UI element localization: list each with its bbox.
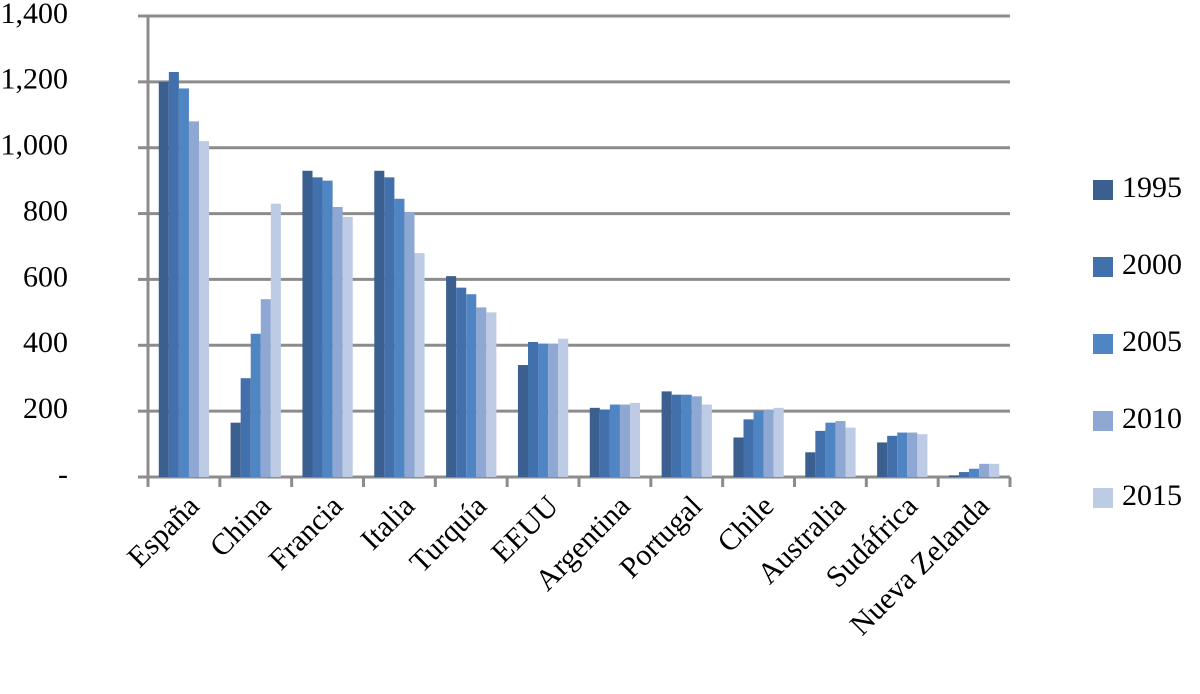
y-tick-label: -	[58, 458, 68, 491]
bar	[825, 422, 836, 477]
bar	[158, 81, 169, 477]
bar	[230, 422, 241, 477]
bar	[199, 141, 210, 477]
bar	[630, 402, 641, 477]
bar	[486, 312, 497, 477]
bar	[466, 294, 477, 477]
bar	[517, 365, 528, 477]
bar	[302, 170, 313, 477]
y-tick-label: 600	[23, 260, 68, 293]
y-tick-label: 800	[23, 194, 68, 227]
bar	[661, 391, 672, 477]
bar	[907, 432, 918, 477]
bar	[671, 394, 682, 477]
bar	[527, 341, 539, 477]
x-tick-label: Italia	[354, 489, 421, 556]
bar	[753, 411, 764, 477]
y-tick-label: 1,200	[1, 63, 69, 96]
bar	[168, 71, 179, 477]
bar	[260, 299, 271, 477]
legend-swatch	[1093, 257, 1113, 277]
bar	[394, 198, 405, 477]
bar	[312, 177, 323, 477]
bar	[322, 180, 333, 477]
bar	[332, 206, 343, 477]
bar	[599, 409, 610, 477]
bar	[897, 432, 908, 477]
legend-swatch	[1093, 411, 1113, 431]
bar	[691, 396, 702, 477]
bar	[743, 419, 754, 477]
legend-swatch	[1093, 488, 1113, 508]
bar	[877, 442, 888, 477]
legend-swatch	[1093, 334, 1113, 354]
bar	[456, 287, 467, 477]
legend-label: 2005	[1122, 325, 1182, 358]
legend-swatch	[1093, 180, 1113, 200]
legend-label: 2010	[1122, 402, 1182, 435]
bar	[250, 333, 261, 477]
bar	[188, 121, 200, 477]
bar	[969, 468, 980, 477]
bar	[917, 434, 928, 477]
bar	[773, 407, 784, 477]
bar	[733, 437, 744, 477]
bar	[763, 409, 774, 477]
bar	[374, 170, 385, 477]
legend-label: 1995	[1122, 171, 1182, 204]
x-tick-label: Turquía	[403, 489, 493, 579]
bar	[240, 378, 251, 477]
bar	[958, 472, 970, 477]
bar	[681, 394, 692, 477]
bar	[701, 404, 712, 477]
bar	[619, 404, 631, 477]
bar	[342, 216, 353, 477]
legend-label: 2000	[1122, 248, 1182, 281]
x-tick-label: Francia	[262, 489, 349, 576]
y-tick-label: 1,400	[1, 0, 69, 30]
bar	[805, 452, 816, 477]
bar	[538, 343, 549, 477]
x-tick-label: España	[121, 489, 206, 574]
bar	[558, 338, 569, 477]
bar	[887, 435, 898, 477]
bar	[989, 463, 1000, 477]
bar	[815, 430, 826, 477]
bar	[178, 88, 189, 477]
bar	[845, 427, 856, 477]
y-tick-label: 1,000	[1, 129, 69, 162]
bar	[979, 463, 990, 477]
bar	[446, 276, 457, 477]
bar	[270, 203, 281, 477]
bar	[589, 407, 600, 477]
bar	[548, 343, 559, 477]
bar	[609, 404, 620, 477]
y-tick-label: 400	[23, 326, 68, 359]
bar	[404, 211, 415, 478]
bar	[948, 475, 959, 477]
bar	[384, 177, 395, 477]
bar	[835, 421, 846, 477]
legend-label: 2015	[1122, 479, 1182, 512]
bar	[476, 307, 487, 477]
bar	[414, 253, 425, 477]
y-tick-label: 200	[23, 392, 68, 425]
